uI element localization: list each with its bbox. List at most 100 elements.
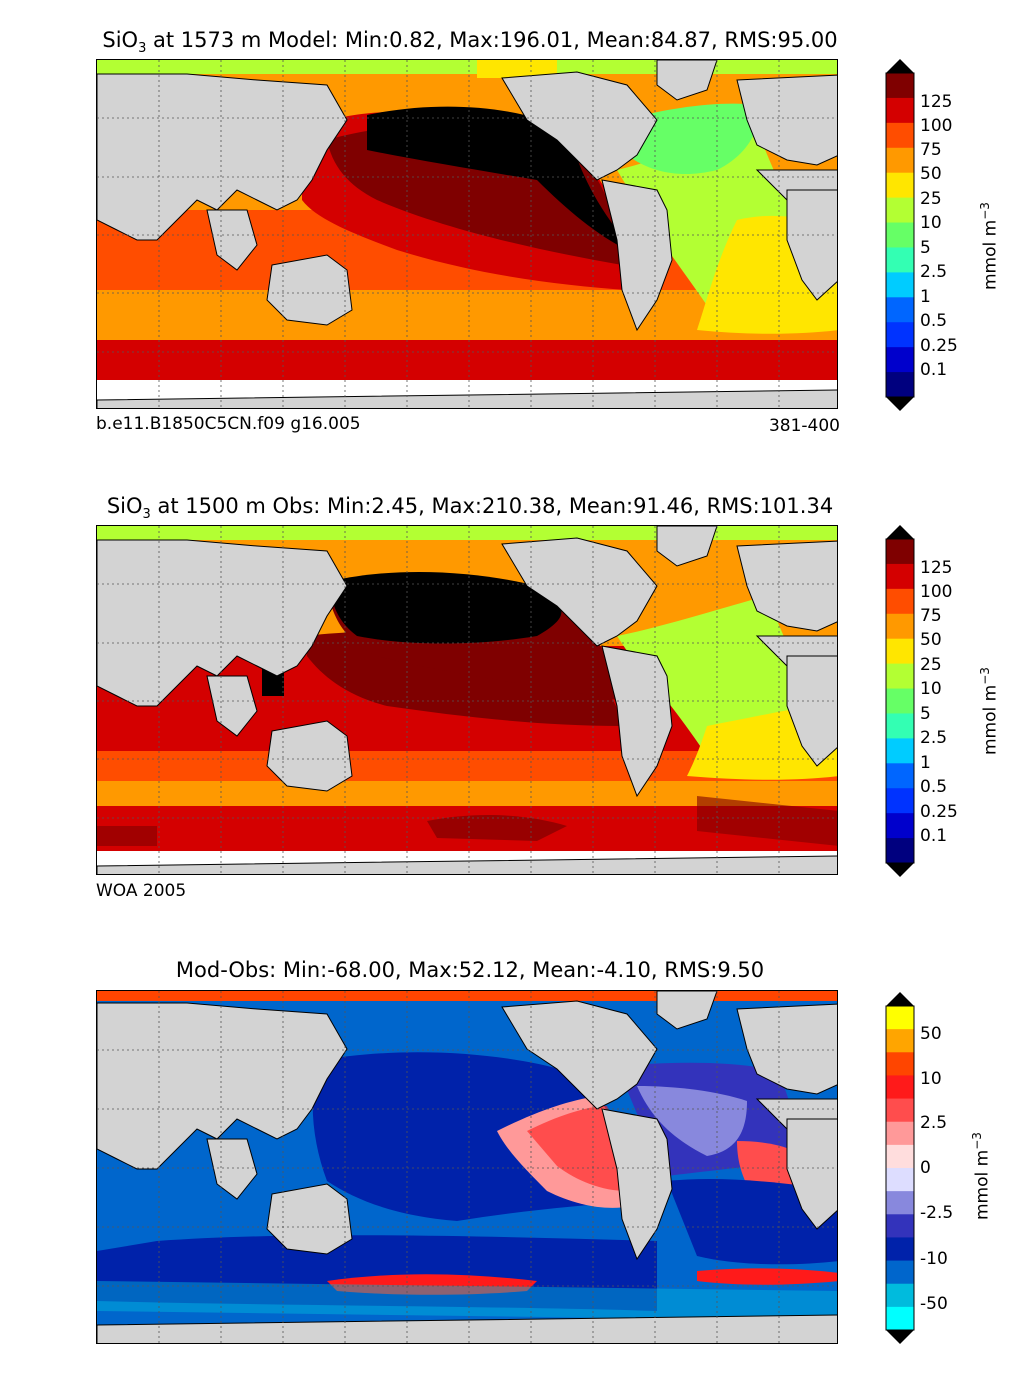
diff-panel: Mod-Obs: Min:-68.00, Max:52.12, Mean:-4.… (0, 920, 1030, 1373)
diff-cbar-tick: 0 (920, 1158, 931, 1178)
model-cbar-tick: 10 (920, 213, 942, 233)
colorbar-segment (886, 1237, 914, 1262)
colorbar-segment (886, 1260, 914, 1285)
obs-cbar-tick: 0.25 (920, 802, 958, 822)
colorbar-segment (886, 122, 914, 149)
model-title-subscript: 3 (138, 41, 147, 57)
colorbar-segment (886, 1052, 914, 1076)
model-title-stats: at 1573 m Model: Min:0.82, Max:196.01, M… (146, 28, 838, 52)
model-cbar-tick: 5 (920, 238, 931, 258)
model-map (96, 59, 838, 409)
colorbar-segment (886, 1075, 914, 1100)
obs-title-subscript: 3 (142, 507, 151, 523)
obs-cbar-tick: 10 (920, 679, 942, 699)
colorbar-outline (885, 72, 915, 398)
colorbar-segment (886, 1283, 914, 1308)
colorbar-segment (886, 172, 914, 199)
obs-title-species: SiO (106, 494, 143, 518)
model-cbar-tick: 2.5 (920, 262, 948, 282)
colorbar-segment (886, 222, 914, 248)
obs-cbar-tick: 50 (920, 630, 942, 650)
colorbar-segment (886, 322, 914, 348)
colorbar-segment (886, 147, 914, 174)
colorbar-segment (886, 563, 914, 590)
diff-cbar-units: mmol m−3 (970, 1132, 993, 1220)
model-cbar-tick: 75 (920, 140, 942, 160)
colorbar-segment (886, 838, 914, 864)
colorbar-segment (886, 613, 914, 640)
colorbar-segment (886, 1168, 914, 1192)
obs-colorbar (885, 525, 915, 877)
colorbar-segment (886, 197, 914, 224)
model-cbar-tick: 100 (920, 116, 953, 136)
diff-colorbar (885, 992, 915, 1344)
model-years-label: 381-400 (768, 416, 840, 436)
colorbar-segment (886, 688, 914, 714)
model-cbar-tick: 0.25 (920, 336, 958, 356)
model-cbar-units: mmol m−3 (978, 202, 1001, 290)
colorbar-segment (886, 1029, 914, 1053)
colorbar-segment (886, 1144, 914, 1169)
colorbar-segment (886, 1191, 914, 1215)
colorbar-segment (886, 813, 914, 839)
obs-cbar-tick: 1 (920, 753, 931, 773)
diff-cbar-tick: -2.5 (920, 1203, 954, 1223)
colorbar-segment (886, 272, 914, 298)
obs-source-label: WOA 2005 (96, 881, 187, 901)
model-cbar-tick: 125 (920, 92, 953, 112)
model-cbar-tick: 50 (920, 164, 942, 184)
model-cbar-tick: 1 (920, 287, 931, 307)
obs-cbar-tick: 0.1 (920, 826, 948, 846)
colorbar-segment (886, 663, 914, 690)
obs-cbar-units: mmol m−3 (978, 667, 1001, 755)
model-panel: SiO3 at 1573 m Model: Min:0.82, Max:196.… (0, 0, 1030, 460)
model-cbar-tick: 25 (920, 189, 942, 209)
obs-cbar-tick: 125 (920, 558, 953, 578)
colorbar-segment (886, 1214, 914, 1238)
obs-map (96, 525, 838, 875)
obs-panel-title: SiO3 at 1500 m Obs: Min:2.45, Max:210.38… (0, 494, 940, 522)
obs-cbar-tick: 0.5 (920, 777, 948, 797)
colorbar-segment (886, 1006, 914, 1030)
colorbar-segment (886, 763, 914, 789)
obs-cbar-tick: 2.5 (920, 728, 948, 748)
model-cbar-tick: 0.5 (920, 311, 948, 331)
colorbar-segment (886, 588, 914, 615)
obs-cbar-tick: 25 (920, 655, 942, 675)
colorbar-segment (886, 247, 914, 273)
obs-cbar-tick: 75 (920, 606, 942, 626)
colorbar-extend-max (886, 992, 914, 1006)
model-case-label: b.e11.B1850C5CN.f09 g16.005 (96, 414, 361, 434)
colorbar-segment (886, 97, 914, 124)
colorbar-extend-max (886, 59, 914, 73)
diff-cbar-tick: 10 (920, 1069, 942, 1089)
colorbar-extend-min (886, 863, 914, 877)
colorbar-segment (886, 539, 914, 565)
diff-panel-title: Mod-Obs: Min:-68.00, Max:52.12, Mean:-4.… (0, 958, 940, 982)
colorbar-segment (886, 1121, 914, 1146)
obs-panel: SiO3 at 1500 m Obs: Min:2.45, Max:210.38… (0, 460, 1030, 920)
colorbar-segment (886, 347, 914, 373)
colorbar-outline (885, 1005, 915, 1331)
colorbar-segment (886, 1306, 914, 1331)
colorbar-extend-min (886, 397, 914, 411)
obs-cbar-tick: 5 (920, 704, 931, 724)
colorbar-segment (886, 638, 914, 665)
colorbar-extend-min (886, 1330, 914, 1344)
colorbar-segment (886, 788, 914, 814)
model-cbar-tick: 0.1 (920, 360, 948, 380)
colorbar-segment (886, 372, 914, 398)
diff-cbar-tick: -50 (920, 1294, 948, 1314)
colorbar-segment (886, 738, 914, 764)
model-title-species: SiO (102, 28, 139, 52)
model-colorbar (885, 59, 915, 411)
diff-cbar-tick: -10 (920, 1249, 948, 1269)
model-panel-title: SiO3 at 1573 m Model: Min:0.82, Max:196.… (0, 28, 940, 56)
diff-cbar-tick: 2.5 (920, 1113, 948, 1133)
diff-cbar-tick: 50 (920, 1024, 942, 1044)
colorbar-segment (886, 713, 914, 739)
colorbar-outline (885, 538, 915, 864)
obs-cbar-tick: 100 (920, 582, 953, 602)
diff-map (96, 990, 838, 1344)
colorbar-segment (886, 1098, 914, 1123)
